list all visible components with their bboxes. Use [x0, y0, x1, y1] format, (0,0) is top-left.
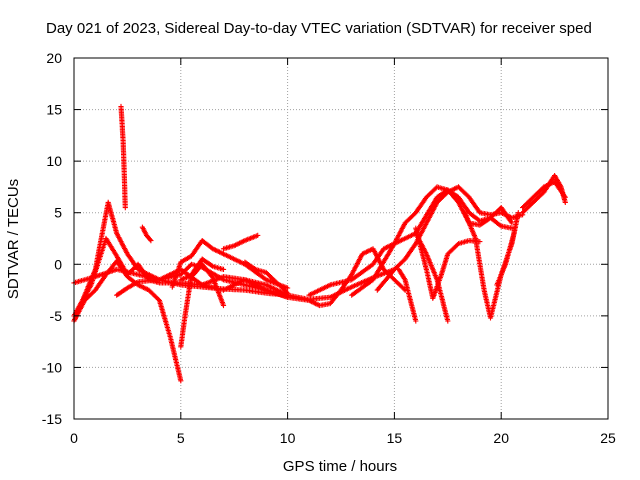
- x-tick-label: 10: [280, 430, 296, 446]
- tick-labels: 0 5 10 15 20 25 -15 -10 -5 0 5 10 15 20: [42, 50, 616, 446]
- y-tick-label: -10: [42, 359, 62, 375]
- series-marks: [374, 184, 526, 293]
- series-marks: [242, 259, 291, 296]
- series-marks: [169, 238, 291, 291]
- plot-frame: [73, 57, 609, 420]
- series-spike-2h: [118, 103, 128, 211]
- series-track-16: [520, 179, 568, 211]
- x-tick-label: 5: [177, 430, 185, 446]
- series-marks: [494, 210, 521, 288]
- y-tick-label: 15: [46, 102, 62, 118]
- y-tick-label: -15: [42, 411, 62, 427]
- series-dip-16.2h: [413, 225, 483, 301]
- series-track-10: [242, 259, 291, 296]
- series-marks: [139, 224, 154, 244]
- x-tick-label: 0: [70, 430, 78, 446]
- y-tick-label: 20: [46, 50, 62, 66]
- series-rise-19.8h: [494, 210, 521, 288]
- y-tick-label: 10: [46, 153, 62, 169]
- y-tick-label: 0: [54, 256, 62, 272]
- series-marks: [220, 232, 261, 252]
- series-track-6: [169, 238, 291, 291]
- series-track-9: [220, 232, 261, 252]
- series-track-8: [178, 261, 227, 309]
- series-blip-3.3h: [139, 224, 154, 244]
- series-drop-15.5h: [396, 266, 419, 324]
- series-marks: [396, 266, 419, 324]
- x-tick-label: 20: [493, 430, 509, 446]
- y-axis-label: SDTVAR / TECUs: [5, 179, 22, 299]
- axis-ticks: [73, 57, 609, 420]
- series-track-14: [374, 184, 526, 293]
- y-tick-label: 5: [54, 205, 62, 221]
- series-marks: [178, 261, 227, 309]
- series-marks: [520, 179, 568, 211]
- x-tick-label: 25: [600, 430, 616, 446]
- series-marks: [118, 103, 128, 211]
- series-marks: [306, 246, 408, 309]
- series-marks: [413, 225, 483, 301]
- x-tick-label: 15: [387, 430, 403, 446]
- series-track-11: [306, 246, 408, 309]
- chart-title: Day 021 of 2023, Sidereal Day-to-day VTE…: [46, 20, 592, 37]
- x-axis-label: GPS time / hours: [283, 458, 397, 475]
- y-tick-label: -5: [50, 308, 63, 324]
